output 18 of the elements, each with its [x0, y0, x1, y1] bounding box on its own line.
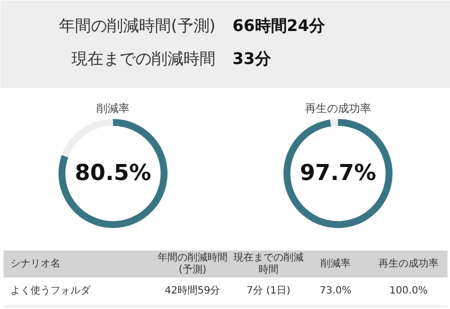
text: シナリオ名 [10, 258, 60, 270]
chart-title: 削減率 [96, 102, 130, 115]
text: 7分 (1日) [246, 284, 290, 296]
text: 33分 [232, 49, 272, 68]
text: 再生の成功率 [378, 258, 438, 270]
text: 年間の削減時間(予測) [158, 251, 228, 276]
text: よく使うフォルダ [10, 284, 92, 296]
text: 73.0% [320, 286, 352, 296]
data-label: 80.5% [74, 161, 152, 186]
text: 削減率 [320, 258, 350, 270]
text: 現在までの削減時間 [72, 49, 216, 68]
text: 年間の削減時間(予測) [59, 16, 216, 35]
text: 42時間59分 [164, 284, 220, 296]
text: 現在までの削減時間 [234, 251, 304, 276]
data-label: 97.7% [300, 161, 376, 186]
text: 66時間24分 [232, 16, 326, 35]
text: 100.0% [389, 286, 428, 296]
chart-title: 再生の成功率 [305, 102, 371, 115]
